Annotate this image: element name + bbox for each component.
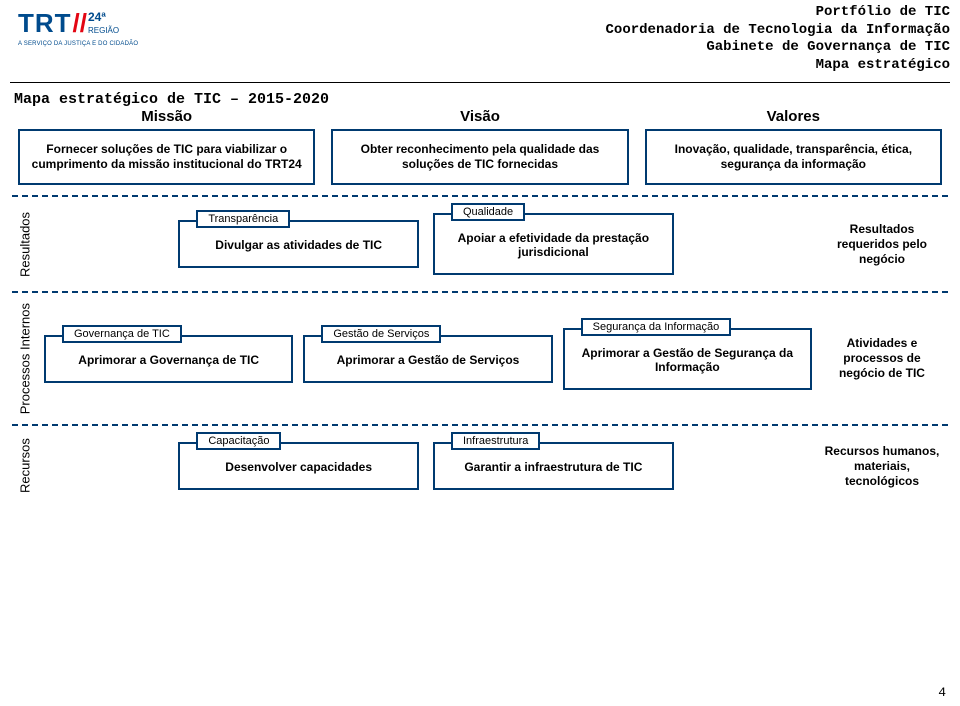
lane-resultados: Resultados Transparência Divulgar as ati… bbox=[0, 207, 960, 281]
objective-tag: Capacitação bbox=[196, 432, 281, 450]
objective-tag: Infraestrutura bbox=[451, 432, 540, 450]
visao-col: Visão Obter reconhecimento pela qualidad… bbox=[323, 108, 636, 185]
header-line: Mapa estratégico bbox=[606, 57, 950, 75]
header-line: Portfólio de TIC bbox=[606, 4, 950, 22]
lane-processos: Processos Internos Governança de TIC Apr… bbox=[0, 303, 960, 414]
page-title: Mapa estratégico de TIC – 2015-2020 bbox=[14, 91, 960, 108]
missao-box: Fornecer soluções de TIC para viabilizar… bbox=[18, 129, 315, 185]
missao-heading: Missão bbox=[10, 108, 323, 125]
lane-label-processos: Processos Internos bbox=[12, 303, 38, 414]
logo-num: 24ª bbox=[88, 10, 106, 24]
dashed-divider bbox=[12, 291, 948, 293]
objective-group: Infraestrutura Garantir a infraestrutura… bbox=[433, 442, 674, 490]
visao-box: Obter reconhecimento pela qualidade das … bbox=[331, 129, 628, 185]
logo-slash-icon: // bbox=[73, 8, 87, 39]
logo-subtitle: A SERVIÇO DA JUSTIÇA E DO CIDADÃO bbox=[18, 41, 148, 47]
dashed-divider bbox=[12, 424, 948, 426]
objective-tag: Transparência bbox=[196, 210, 290, 228]
logo: TRT // 24ª REGIÃO A SERVIÇO DA JUSTIÇA E… bbox=[18, 8, 148, 47]
mvv-row: Missão Fornecer soluções de TIC para via… bbox=[0, 108, 960, 185]
header: TRT // 24ª REGIÃO A SERVIÇO DA JUSTIÇA E… bbox=[0, 0, 960, 82]
header-line: Gabinete de Governança de TIC bbox=[606, 39, 950, 57]
objective-tag: Gestão de Serviços bbox=[321, 325, 441, 343]
lane-recursos: Recursos Capacitação Desenvolver capacid… bbox=[0, 436, 960, 496]
objective-box: Aprimorar a Gestão de Segurança da Infor… bbox=[563, 328, 812, 390]
visao-heading: Visão bbox=[323, 108, 636, 125]
valores-col: Valores Inovação, qualidade, transparênc… bbox=[637, 108, 950, 185]
objective-box: Apoiar a efetividade da prestação jurisd… bbox=[433, 213, 674, 275]
objective-group: Transparência Divulgar as atividades de … bbox=[178, 220, 419, 268]
dashed-divider bbox=[12, 195, 948, 197]
objective-tag: Qualidade bbox=[451, 203, 525, 221]
objective-tag: Governança de TIC bbox=[62, 325, 182, 343]
valores-heading: Valores bbox=[637, 108, 950, 125]
logo-trt: TRT bbox=[18, 8, 72, 39]
objective-group: Capacitação Desenvolver capacidades bbox=[178, 442, 419, 490]
objective-group: Segurança da Informação Aprimorar a Gest… bbox=[563, 328, 812, 390]
lane-label-resultados: Resultados bbox=[12, 207, 38, 281]
logo-regiao: REGIÃO bbox=[88, 26, 119, 35]
valores-box: Inovação, qualidade, transparência, étic… bbox=[645, 129, 942, 185]
header-line: Coordenadoria de Tecnologia da Informaçã… bbox=[606, 22, 950, 40]
divider bbox=[10, 82, 950, 83]
header-text: Portfólio de TIC Coordenadoria de Tecnol… bbox=[606, 4, 950, 74]
lane-side-text: Recursos humanos, materiais, tecnológico… bbox=[822, 444, 942, 489]
objective-group: Governança de TIC Aprimorar a Governança… bbox=[44, 335, 293, 383]
lane-side-text: Resultados requeridos pelo negócio bbox=[822, 222, 942, 267]
missao-col: Missão Fornecer soluções de TIC para via… bbox=[10, 108, 323, 185]
lane-side-text: Atividades e processos de negócio de TIC bbox=[822, 336, 942, 381]
objective-group: Gestão de Serviços Aprimorar a Gestão de… bbox=[303, 335, 552, 383]
objective-group: Qualidade Apoiar a efetividade da presta… bbox=[433, 213, 674, 275]
page-number: 4 bbox=[938, 685, 946, 700]
lane-label-recursos: Recursos bbox=[12, 436, 38, 496]
objective-tag: Segurança da Informação bbox=[581, 318, 732, 336]
